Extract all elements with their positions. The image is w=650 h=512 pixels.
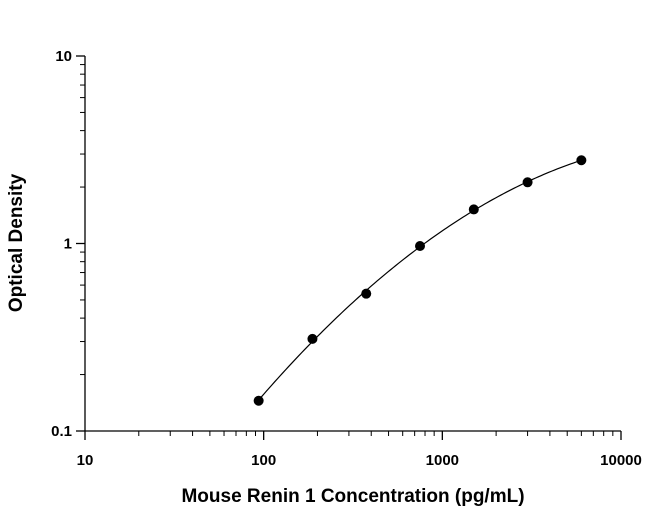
y-tick-label: 10	[55, 48, 72, 65]
y-axis-title: Optical Density	[6, 173, 27, 312]
data-point	[468, 204, 479, 215]
y-tick-label: 0.1	[51, 423, 72, 440]
x-axis-title: Mouse Renin 1 Concentration (pg/mL)	[181, 486, 524, 507]
fit-curve-layer	[258, 159, 582, 401]
data-point	[361, 288, 372, 299]
data-point	[522, 177, 533, 188]
x-tick-label: 100	[251, 452, 276, 469]
data-point	[415, 240, 426, 251]
data-point	[307, 333, 318, 344]
fit-curve	[258, 159, 582, 401]
data-points	[253, 155, 587, 406]
axes: 10 100 1000 10000 0.1 1 10	[51, 48, 642, 469]
y-tick-label: 1	[64, 236, 72, 253]
x-tick-label: 10000	[600, 452, 642, 469]
x-tick-label: 10	[77, 452, 94, 469]
data-point	[576, 155, 587, 166]
data-point	[253, 395, 264, 406]
x-tick-label: 1000	[426, 452, 459, 469]
